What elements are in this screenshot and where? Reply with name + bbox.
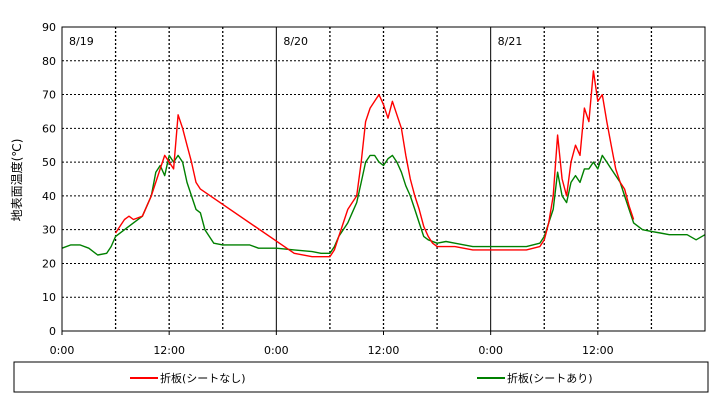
x-axis: 0:00 12:00 0:00 12:00 0:00 12:00 [50,331,614,357]
series-line [61,154,706,256]
y-axis: 0 10 20 30 40 50 60 70 80 90 [42,21,56,338]
legend-label: 折板(シートあり) [507,371,593,385]
x-tick-label: 0:00 [50,344,75,357]
day-label: 8/19 [69,35,94,48]
y-tick-label: 20 [42,257,56,270]
x-tick-label: 12:00 [153,344,185,357]
y-tick-label: 30 [42,224,56,237]
y-axis-title: 地表面温度(℃) [9,139,24,222]
grid [62,27,705,331]
y-tick-label: 60 [42,122,56,135]
y-tick-label: 80 [42,55,56,68]
series-line [115,70,635,258]
y-tick-label: 70 [42,89,56,102]
y-tick-label: 40 [42,190,56,203]
legend-box [13,361,709,393]
y-tick-label: 10 [42,291,56,304]
series-layer [61,70,706,258]
y-tick-label: 0 [49,325,56,338]
legend-label: 折板(シートなし) [160,371,246,385]
y-tick-label: 50 [42,156,56,169]
day-labels: 8/19 8/20 8/21 [69,35,522,48]
day-label: 8/20 [283,35,308,48]
y-tick-label: 90 [42,21,56,34]
x-tick-label: 12:00 [582,344,614,357]
day-label: 8/21 [498,35,523,48]
x-tick-label: 12:00 [368,344,400,357]
x-tick-label: 0:00 [264,344,289,357]
x-tick-label: 0:00 [478,344,503,357]
legend: 折板(シートなし) 折板(シートあり) [13,361,709,393]
